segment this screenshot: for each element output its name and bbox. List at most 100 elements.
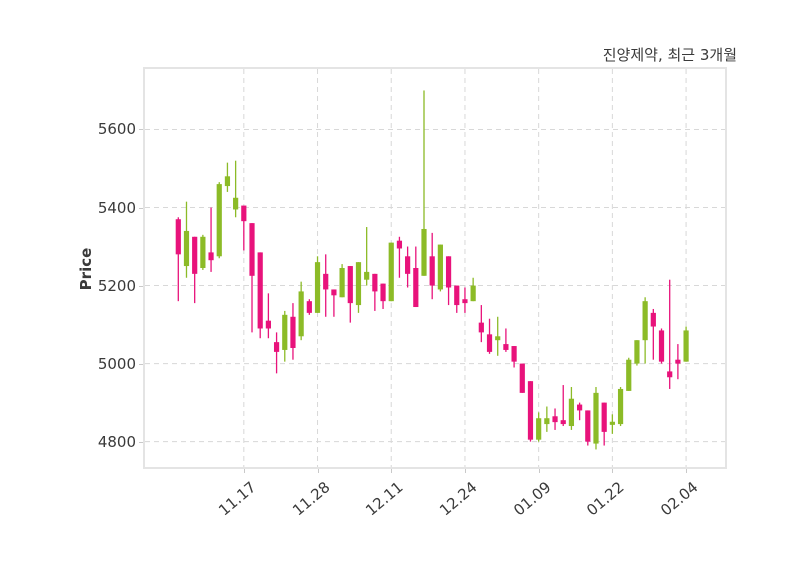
candle <box>478 305 484 343</box>
candle <box>183 201 190 278</box>
candle <box>282 310 288 362</box>
candle-wick <box>251 223 253 333</box>
candle <box>224 162 231 192</box>
candle-body <box>421 228 427 276</box>
candle <box>241 205 247 251</box>
candle <box>290 303 296 360</box>
candle-body <box>568 398 575 427</box>
candle <box>617 387 624 427</box>
x-tick-mark <box>243 469 245 473</box>
candle <box>445 256 452 306</box>
candle <box>544 406 550 432</box>
candle-wick <box>333 289 335 317</box>
candle <box>626 357 632 391</box>
candle <box>577 402 583 421</box>
candle-body <box>314 262 321 313</box>
x-tick-mark <box>686 469 688 473</box>
y-tick-label: 5600 <box>97 120 136 139</box>
candle-body <box>577 404 583 411</box>
candle-wick <box>177 217 179 302</box>
candle-body <box>265 320 271 329</box>
candle <box>601 402 607 446</box>
candle-body <box>396 240 403 249</box>
candle <box>527 381 534 442</box>
candle <box>519 363 525 393</box>
candle <box>208 207 214 272</box>
y-tick-mark <box>139 363 143 365</box>
candle <box>331 289 337 317</box>
y-tick-mark <box>139 207 143 209</box>
candle-wick <box>366 227 368 286</box>
candle-body <box>445 256 452 288</box>
candle-wick <box>374 273 376 311</box>
plot-area <box>143 67 727 469</box>
candle-body <box>306 301 312 313</box>
x-tick-label: 02.04 <box>657 478 702 520</box>
candle <box>421 90 427 276</box>
x-tick-label: 12.11 <box>362 478 407 520</box>
candle-body <box>183 230 190 267</box>
candle-body <box>454 285 460 306</box>
candle-body <box>552 416 558 423</box>
candle <box>380 283 386 309</box>
candle-body <box>355 262 362 306</box>
y-tick-mark <box>139 129 143 131</box>
candle <box>658 328 665 364</box>
x-tick-label: 12.24 <box>436 478 481 520</box>
y-tick-label: 5400 <box>97 198 136 217</box>
candle-body <box>675 359 681 364</box>
candle <box>486 318 493 354</box>
candle-wick <box>652 308 654 360</box>
candle-body <box>437 244 443 290</box>
candle <box>405 246 411 288</box>
candle-body <box>486 334 493 352</box>
candle-wick <box>669 279 671 389</box>
x-tick-label: 11.17 <box>214 478 260 520</box>
candle <box>437 244 443 292</box>
candle-body <box>560 420 566 425</box>
candle <box>323 254 329 317</box>
candle-body <box>388 242 394 302</box>
candle-body <box>249 223 255 276</box>
candle <box>495 316 501 356</box>
candle-body <box>544 418 550 425</box>
candle-body <box>478 322 484 333</box>
candle <box>511 346 517 368</box>
candle <box>642 297 648 364</box>
x-tick-mark <box>538 469 540 473</box>
y-tick-label: 5200 <box>97 276 136 295</box>
candle <box>347 266 353 323</box>
candle <box>683 326 689 362</box>
candle <box>273 332 280 374</box>
candle-wick <box>562 385 564 427</box>
candle-body <box>536 418 542 440</box>
candle-body <box>175 219 181 255</box>
y-tick-label: 5000 <box>97 354 136 373</box>
candle-body <box>527 381 534 440</box>
candle-body <box>331 289 337 296</box>
candle <box>429 232 435 300</box>
candle-body <box>257 252 263 329</box>
candle-body <box>519 363 525 393</box>
x-tick-mark <box>464 469 466 473</box>
candle-body <box>200 236 206 268</box>
candle-body <box>658 330 665 362</box>
candle-body <box>273 342 280 352</box>
candle <box>355 262 362 313</box>
candle <box>667 279 673 389</box>
candle-wick <box>243 205 245 251</box>
x-tick-label: 01.09 <box>509 478 555 520</box>
candle-body <box>462 299 468 304</box>
candle-body <box>601 402 607 432</box>
candle-body <box>617 388 624 425</box>
candle-body <box>626 359 632 391</box>
candle <box>200 234 206 270</box>
candle-body <box>298 291 304 337</box>
candle-body <box>650 312 656 327</box>
candle-body <box>503 344 509 350</box>
candle-wick <box>505 328 507 352</box>
candle <box>388 242 394 302</box>
candle-body <box>347 266 353 304</box>
candle-body <box>593 392 599 444</box>
candle <box>298 281 304 341</box>
